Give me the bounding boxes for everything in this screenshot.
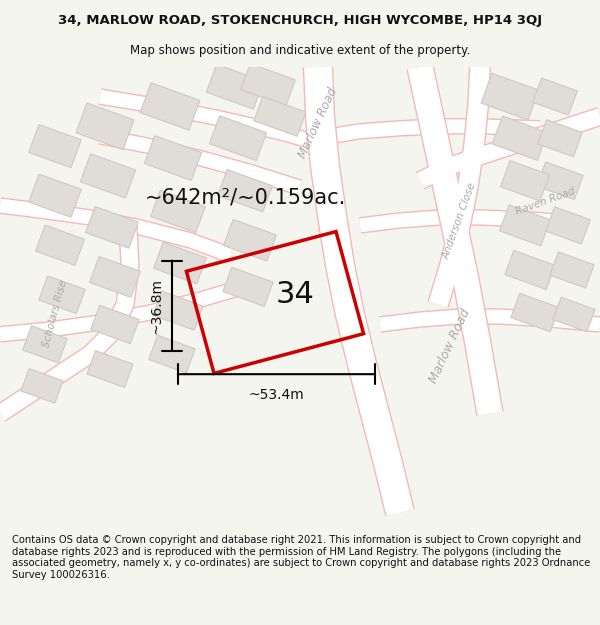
Polygon shape <box>481 73 539 120</box>
Text: Raven Road: Raven Road <box>514 186 576 218</box>
Polygon shape <box>35 225 85 266</box>
Polygon shape <box>89 256 140 298</box>
Polygon shape <box>538 119 583 157</box>
Polygon shape <box>533 78 577 115</box>
Text: 34: 34 <box>275 280 314 309</box>
Polygon shape <box>241 64 295 106</box>
Polygon shape <box>21 369 63 403</box>
Polygon shape <box>86 206 139 248</box>
Polygon shape <box>254 96 306 136</box>
Polygon shape <box>500 161 550 201</box>
Polygon shape <box>224 219 277 261</box>
Polygon shape <box>550 252 594 288</box>
Polygon shape <box>76 103 134 149</box>
Text: Anderson Close: Anderson Close <box>442 181 479 260</box>
Polygon shape <box>537 162 583 199</box>
Polygon shape <box>545 207 590 244</box>
Text: Contains OS data © Crown copyright and database right 2021. This information is : Contains OS data © Crown copyright and d… <box>12 535 590 580</box>
Text: ~36.8m: ~36.8m <box>150 278 164 334</box>
Text: ~53.4m: ~53.4m <box>248 388 304 402</box>
Polygon shape <box>87 351 133 388</box>
Text: Scholars Rise: Scholars Rise <box>41 279 69 349</box>
Text: Marlow Road: Marlow Road <box>296 86 340 160</box>
Text: ~642m²/~0.159ac.: ~642m²/~0.159ac. <box>145 188 346 208</box>
Polygon shape <box>206 64 263 109</box>
Polygon shape <box>29 124 81 168</box>
Polygon shape <box>218 169 272 212</box>
Polygon shape <box>154 242 206 284</box>
Polygon shape <box>23 326 67 362</box>
Polygon shape <box>493 116 548 160</box>
Polygon shape <box>500 205 550 246</box>
Polygon shape <box>209 116 266 161</box>
Polygon shape <box>140 82 200 130</box>
Text: Map shows position and indicative extent of the property.: Map shows position and indicative extent… <box>130 44 470 57</box>
Polygon shape <box>153 291 203 330</box>
Polygon shape <box>80 154 136 198</box>
Text: 34, MARLOW ROAD, STOKENCHURCH, HIGH WYCOMBE, HP14 3QJ: 34, MARLOW ROAD, STOKENCHURCH, HIGH WYCO… <box>58 14 542 26</box>
Polygon shape <box>149 335 195 373</box>
Polygon shape <box>511 293 559 332</box>
Text: Marlow Road: Marlow Road <box>427 307 473 386</box>
Polygon shape <box>223 268 273 306</box>
Polygon shape <box>505 251 555 289</box>
Polygon shape <box>39 276 85 314</box>
Polygon shape <box>29 174 81 218</box>
Polygon shape <box>151 191 205 232</box>
Polygon shape <box>553 298 595 332</box>
Polygon shape <box>145 136 202 181</box>
Polygon shape <box>91 305 139 344</box>
